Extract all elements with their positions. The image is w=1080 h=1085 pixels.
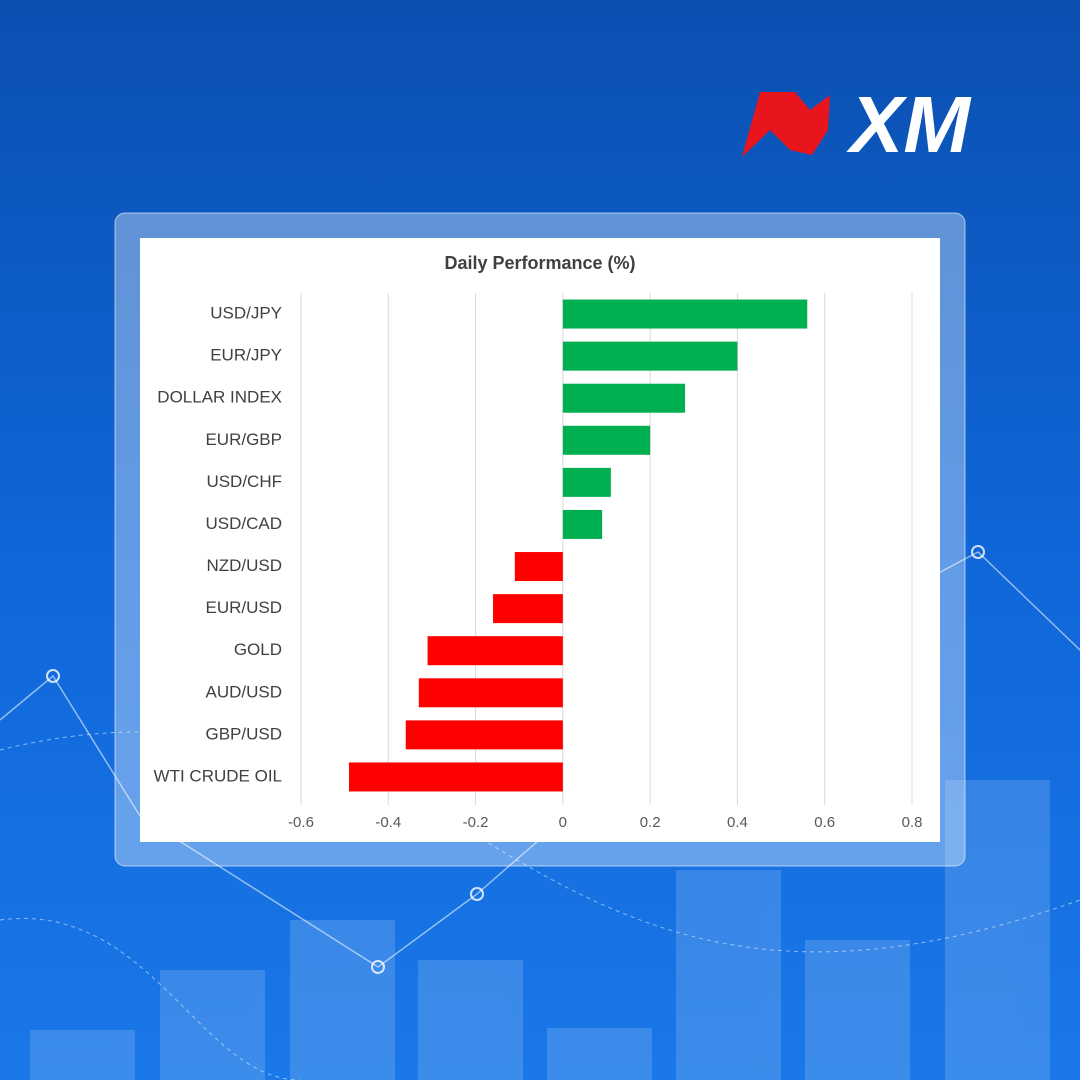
logo-text: XM [846, 80, 972, 169]
x-tick-label: -0.6 [288, 814, 314, 831]
bar [349, 762, 563, 792]
x-tick-label: -0.2 [463, 814, 489, 831]
plot: -0.6 -0.4 -0.2 0 0.2 0.4 0.6 0.8 USD/JPY EUR/JPY D… [154, 293, 923, 831]
y-tick-label: USD/JPY [210, 304, 282, 323]
bar [427, 636, 563, 666]
bar [493, 594, 563, 624]
logo-icon [742, 92, 830, 157]
bar [562, 509, 603, 539]
x-tick-label: 0 [559, 814, 567, 831]
bar [562, 467, 611, 497]
y-tick-label: AUD/USD [205, 682, 282, 701]
y-tick-label: USD/CHF [206, 472, 282, 491]
y-tick-label: EUR/JPY [210, 346, 282, 365]
bar [405, 720, 563, 750]
plot-background [140, 238, 940, 842]
x-tick-label: 0.8 [902, 814, 923, 831]
x-tick-label: 0.4 [727, 814, 748, 831]
x-tick-label: 0.6 [814, 814, 835, 831]
y-tick-label: WTI CRUDE OIL [154, 766, 282, 785]
x-tick-label: 0.2 [640, 814, 661, 831]
y-tick-label: EUR/USD [205, 598, 282, 617]
y-tick-label: DOLLAR INDEX [157, 388, 282, 407]
y-tick-label: NZD/USD [206, 556, 282, 575]
bar [514, 552, 563, 582]
x-tick-label: -0.4 [375, 814, 401, 831]
y-tick-label: EUR/GBP [205, 430, 282, 449]
bar [418, 678, 563, 708]
bar [562, 341, 738, 371]
chart-title: Daily Performance (%) [444, 253, 635, 273]
bar [562, 299, 808, 329]
y-tick-label: GOLD [234, 640, 282, 659]
decor-dash [0, 917, 301, 1081]
bar [562, 425, 651, 455]
y-tick-label: USD/CAD [205, 514, 282, 533]
decor-dots [46, 545, 985, 974]
bar [562, 383, 686, 413]
y-tick-label: GBP/USD [205, 724, 282, 743]
decor-bars [30, 780, 1050, 1080]
